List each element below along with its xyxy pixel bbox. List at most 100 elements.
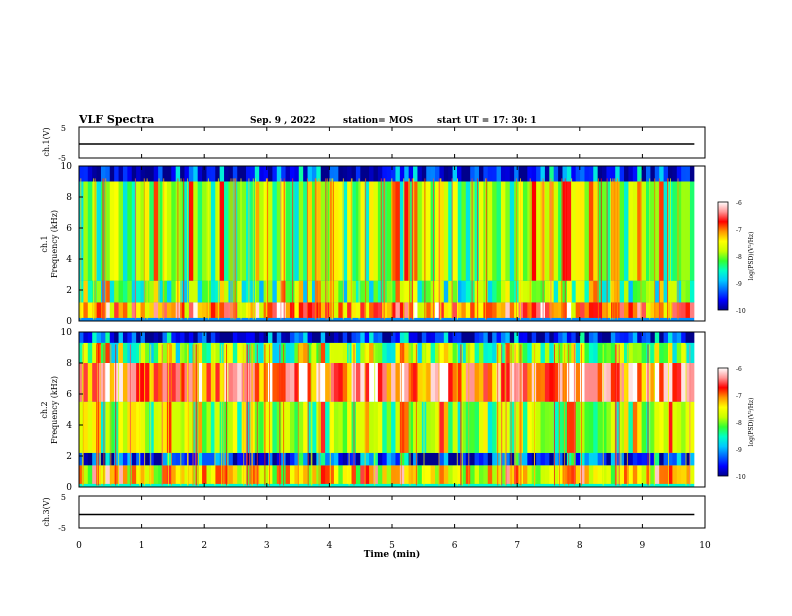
spectrogram-cell [184,332,190,343]
ytick-label: 2 [66,286,72,296]
spectrogram-cell [338,452,344,466]
spectrogram-cell [566,342,572,363]
spectrogram-cell [241,302,247,318]
spectrogram-cell [184,342,190,363]
spectrogram-cell [404,342,410,363]
spectrogram-cell [689,166,695,182]
spectrogram-cell [320,302,326,318]
spectrogram-cell [492,302,497,318]
spectrogram-cell [659,181,664,281]
spectrogram-cell [426,280,432,303]
spectrogram-cell [685,280,691,303]
spectrogram-cell [144,342,150,363]
spectrogram-cell [571,401,577,453]
spectrogram-cell [83,280,89,303]
spectrogram-cell [122,363,128,402]
spectrogram-cell [632,465,638,484]
spectrogram-cell [474,302,480,318]
spectrogram-cell [597,401,603,453]
station-label: station= MOS [343,116,413,126]
spectrogram-cell [320,332,326,343]
spectrogram-cell [457,181,462,281]
spectrogram-cell [685,332,691,343]
spectrogram-cell [540,465,546,484]
spectrogram-cell [263,342,269,363]
spectrogram-cell [575,280,581,303]
spectrogram-cell [360,332,366,343]
spectrogram-cell [92,401,97,453]
spectrogram-cell [87,280,93,303]
spectrogram-cell [641,363,647,402]
spectrogram-cell [369,181,374,281]
spectrogram-cell [87,181,93,281]
spectrogram-cell [553,166,559,182]
spectrogram-cell [285,342,291,363]
spectrogram-cell [118,280,124,303]
spectrogram-cell [610,342,616,363]
spectrogram-cell [685,181,691,281]
spectrogram-cell [496,302,502,318]
spectrogram-cell [553,452,559,466]
spectrogram-cell [131,332,137,343]
spectrogram-cell [439,342,445,363]
spectrogram-cell [588,166,594,182]
spectrogram-cell [320,452,326,466]
spectrogram-cell [448,363,454,402]
spectrogram-cell [395,363,401,402]
spectrogram-cell [92,363,97,402]
spectrogram-cell [417,452,423,466]
spectrogram-cell [386,332,392,343]
spectrogram-cell [500,302,506,318]
spectrogram-cell [307,452,313,466]
spectrogram-cell [465,452,471,466]
spectrogram-cell [307,181,313,281]
spectrogram-cell [399,401,405,453]
spectrogram-cell [175,332,181,343]
spectrogram-cell [509,401,515,453]
spectrogram-cell [470,401,475,453]
spectrogram-cell [311,342,317,363]
spectrogram-cell [153,465,159,484]
spectrogram-cell [281,332,286,343]
spectrogram-cell [527,363,533,402]
spectrogram-cell [237,363,243,402]
spectrogram-cell [136,452,141,466]
spectrogram-cell [593,465,599,484]
spectrogram-cell [391,302,396,318]
spectrogram-cell [575,181,581,281]
spectrogram-cell [654,280,660,303]
spectrogram-cell [395,342,401,363]
spectrogram-cell [254,181,260,281]
spectrogram-cell [158,452,163,466]
spectrogram-cell [386,181,392,281]
spectrogram-cell [268,280,273,303]
spectrogram-cell [87,332,93,343]
spectrogram-cell [237,401,243,453]
spectrogram-cell [166,280,172,303]
spectrogram-cell [215,302,221,318]
spectrogram-cell [162,302,168,318]
spectrogram-cell [369,166,374,182]
spectrogram-cell [492,181,497,281]
spectrogram-cell [500,452,506,466]
ch1-waveform-frame [78,126,706,159]
spectrogram-cell [474,280,480,303]
spectrogram-cell [219,302,225,318]
spectrogram-cell [149,452,155,466]
spectrogram-cell [681,465,686,484]
spectrogram-cell [391,342,396,363]
spectrogram-cell [483,401,489,453]
spectrogram-cell [206,363,212,402]
spectrogram-cell [298,401,304,453]
spectrogram-cell [166,401,172,453]
spectrogram-cell [544,363,550,402]
spectrogram-cell [597,465,603,484]
spectrogram-cell [373,302,379,318]
header: VLF Spectra Sep. 9 , 2022 station= MOS s… [78,113,537,126]
spectrogram-cell [667,401,673,453]
spectrogram-cell [509,452,515,466]
spectrogram-cell [105,302,111,318]
spectrogram-cell [654,166,660,182]
spectrogram-cell [522,363,528,402]
spectrogram-cell [303,181,308,281]
